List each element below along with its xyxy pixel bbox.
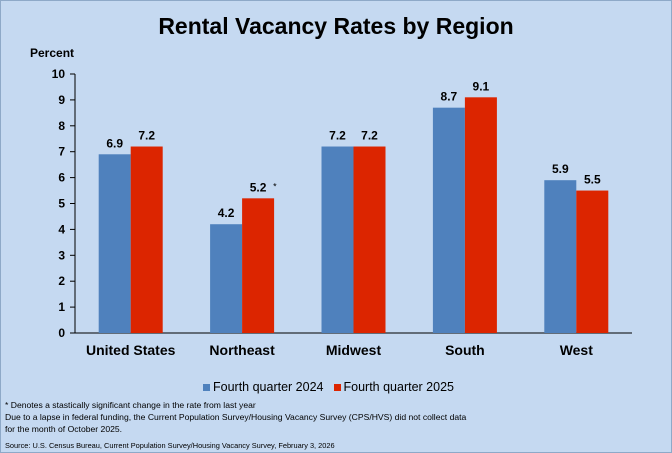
bar — [353, 146, 386, 333]
footnotes: * Denotes a stastically significant chan… — [5, 399, 466, 435]
data-label: 5.5 — [584, 173, 601, 187]
footnote-significance: * Denotes a stastically significant chan… — [5, 400, 256, 410]
y-tick-label: 0 — [58, 326, 65, 340]
y-tick-label: 9 — [58, 93, 65, 107]
y-tick-label: 5 — [58, 197, 65, 211]
x-tick-label: South — [445, 342, 485, 358]
data-label: 4.2 — [218, 206, 235, 220]
bar — [98, 154, 131, 333]
y-tick-label: 7 — [58, 145, 65, 159]
y-tick-label: 2 — [58, 274, 65, 288]
legend-swatch-2025 — [333, 383, 341, 391]
legend-label-2024: Fourth quarter 2024 — [213, 380, 324, 394]
y-tick-label: 1 — [58, 300, 65, 314]
data-label: 6.9 — [106, 136, 123, 150]
bar — [321, 146, 354, 333]
data-label: 7.2 — [138, 129, 155, 143]
legend-swatch-2024 — [203, 383, 210, 391]
legend: Fourth quarter 2024 Fourth quarter 2025 — [203, 380, 454, 394]
data-label: 5.9 — [552, 162, 569, 176]
legend-label-2025: Fourth quarter 2025 — [343, 380, 455, 394]
y-tick-label: 6 — [58, 171, 65, 185]
y-tick-label: 8 — [58, 119, 65, 133]
y-tick-label: 4 — [58, 222, 65, 236]
footnote-lapse: Due to a lapse in federal funding, the C… — [5, 412, 467, 422]
chart-title: Rental Vacancy Rates by Region — [158, 13, 514, 39]
x-tick-label: United States — [86, 342, 176, 358]
bar — [464, 97, 497, 333]
x-tick-label: Midwest — [326, 342, 382, 358]
bar — [576, 190, 609, 333]
data-label: 8.7 — [441, 90, 458, 104]
data-label: 7.2 — [329, 129, 346, 143]
legend-item-2025: Fourth quarter 2025 — [333, 380, 455, 394]
y-tick-label: 10 — [52, 67, 66, 81]
bar — [130, 146, 163, 333]
x-tick-label: West — [560, 342, 594, 358]
significance-mark: * — [273, 181, 277, 191]
source-note: Source: U.S. Census Bureau, Current Popu… — [5, 441, 335, 450]
footnote-lapse-cont: for the month of October 2025. — [5, 424, 123, 434]
data-label: 7.2 — [361, 129, 378, 143]
bar — [242, 198, 275, 333]
y-tick-label: 3 — [58, 248, 65, 262]
x-tick-label: Northeast — [209, 342, 275, 358]
data-label: 5.2 — [250, 180, 267, 194]
bar — [210, 224, 243, 333]
data-label: 9.1 — [473, 79, 490, 93]
bar — [432, 107, 465, 333]
bar — [544, 180, 577, 333]
y-axis-label: Percent — [30, 46, 75, 60]
legend-item-2024: Fourth quarter 2024 — [203, 380, 324, 394]
